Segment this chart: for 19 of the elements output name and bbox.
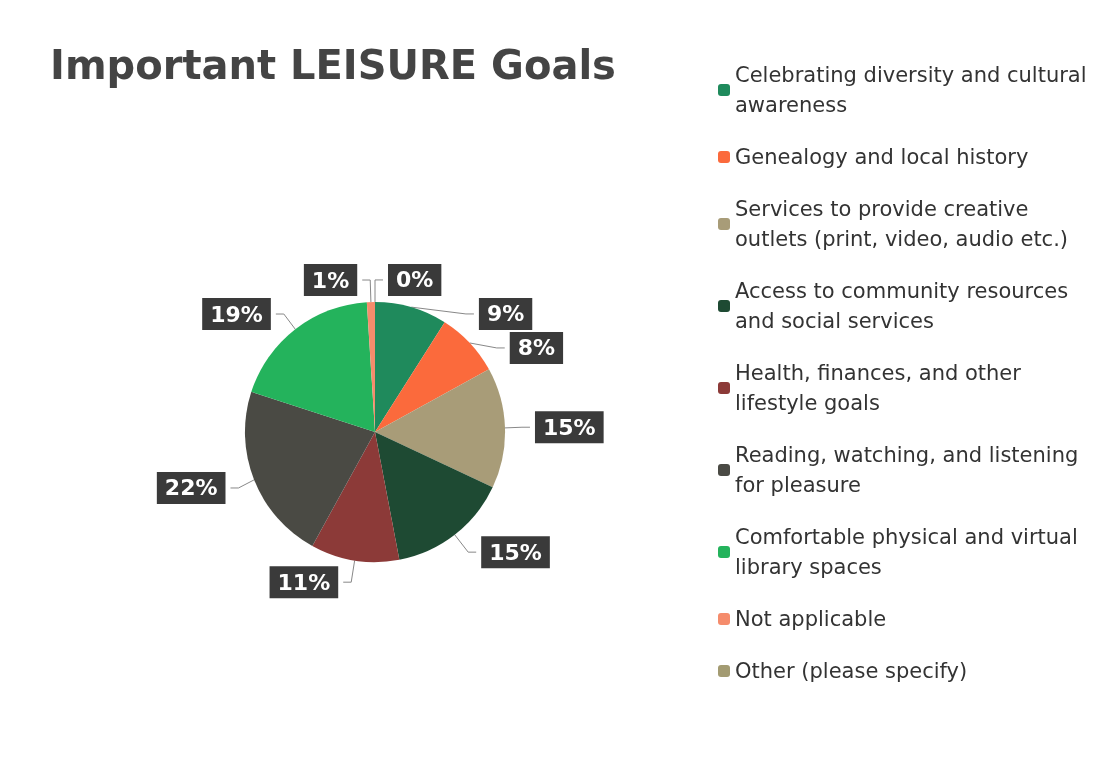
legend-label: Genealogy and local history bbox=[735, 145, 1029, 169]
data-label: 19% bbox=[210, 301, 263, 327]
data-label: 1% bbox=[311, 267, 350, 293]
data-label: 15% bbox=[542, 414, 596, 440]
legend-label: Services to provide creative outlets (print, video, audio etc.) bbox=[735, 197, 1069, 251]
legend-label: Health, finances, and other lifestyle goals bbox=[735, 361, 1028, 415]
legend-label: Comfortable physical and virtual library spaces bbox=[735, 525, 1085, 579]
legend-label: Not applicable bbox=[735, 607, 887, 631]
legend-label: Celebrating diversity and cultural awareness bbox=[735, 63, 1094, 117]
legend-label: Access to community resources and social services bbox=[735, 279, 1075, 333]
data-label: 15% bbox=[489, 539, 542, 565]
text: 0% bbox=[396, 267, 434, 293]
data-label: 9% bbox=[486, 301, 525, 327]
data-label: 8% bbox=[517, 335, 556, 361]
data-label: 22% bbox=[164, 475, 218, 501]
legend-label: Other (please specify) bbox=[735, 659, 968, 683]
legend-label: Reading, watching, and listening for pleasure bbox=[735, 443, 1085, 497]
data-label: 11% bbox=[277, 569, 331, 595]
chart-title: Important LEISURE Goals bbox=[50, 42, 616, 88]
